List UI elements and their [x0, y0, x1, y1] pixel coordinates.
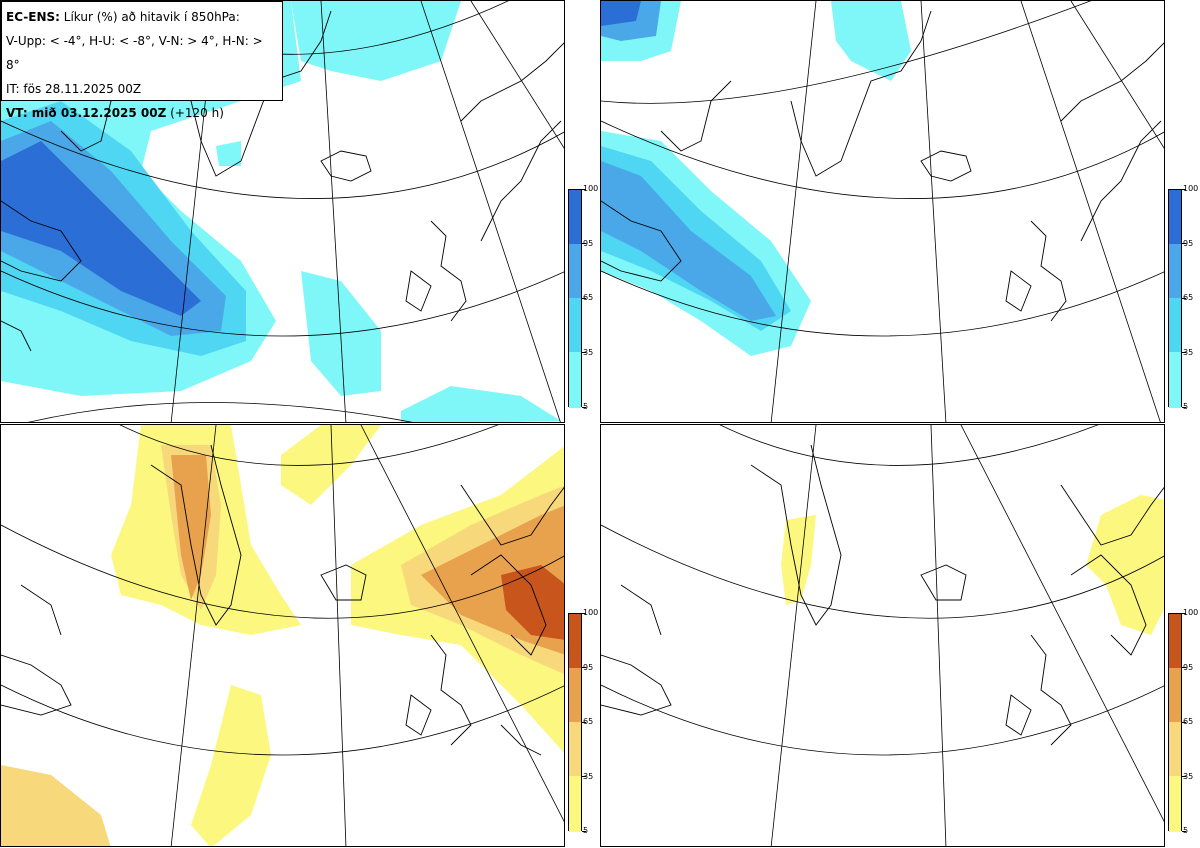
colorbar-tick-label: 5 — [1183, 826, 1189, 835]
info-box: EC-ENS: Líkur (%) að hitavik í 850hPa: V… — [1, 1, 283, 120]
colorbar-band — [1169, 776, 1181, 832]
colorbar-band — [569, 614, 581, 668]
map-canvas-cold-8 — [601, 1, 1164, 422]
colorbar-band — [569, 352, 581, 408]
colorbar-tick-label: 35 — [1183, 347, 1194, 357]
map-panel-cold-8 — [600, 0, 1165, 423]
colorbar-tick-label: 65 — [583, 717, 594, 726]
colorbar-tick-label: 35 — [1183, 771, 1194, 781]
colorbar-tick-mark — [582, 612, 586, 614]
title-text: Líkur (%) að hitavik í 850hPa: — [63, 10, 240, 24]
colorbar-tick-label: 65 — [583, 293, 594, 302]
map-canvas-warm-8 — [601, 425, 1164, 846]
colorbar-tick-label: 100 — [1183, 184, 1199, 193]
legend-line: V-Upp: < -4°, H-U: < -8°, V-N: > 4°, H-N… — [6, 34, 263, 72]
colorbar-band — [1169, 352, 1181, 408]
colorbar-tick-label: 100 — [583, 184, 599, 193]
colorbar-band — [569, 668, 581, 722]
colorbar-tick-label: 95 — [583, 662, 594, 672]
colorbar-tick-mark — [582, 721, 586, 723]
colorbar-tick-label: 35 — [583, 347, 594, 357]
colorbar-band — [569, 722, 581, 776]
colorbar-band — [1169, 722, 1181, 776]
colorbar-tick-label: 95 — [583, 238, 594, 248]
colorbar-tick-label: 5 — [583, 402, 589, 411]
colorbar-cold-top-left — [568, 189, 582, 408]
colorbar-warm-bottom-left — [568, 613, 582, 832]
colorbar-warm-bottom-right — [1168, 613, 1182, 832]
colorbar-band — [1169, 614, 1181, 668]
colorbar-tick-mark — [582, 243, 586, 244]
init-time: IT: fös 28.11.2025 00Z — [6, 82, 142, 96]
colorbar-band — [569, 244, 581, 298]
colorbar-tick-label: 35 — [583, 771, 594, 781]
colorbar-band — [569, 776, 581, 832]
colorbar-tick-mark — [582, 406, 586, 408]
colorbar-tick-label: 100 — [1183, 608, 1199, 617]
map-panel-cold-4: EC-ENS: Líkur (%) að hitavik í 850hPa: V… — [0, 0, 565, 423]
colorbar-tick-label: 5 — [1183, 402, 1189, 411]
colorbar-tick-mark — [1182, 243, 1186, 244]
map-canvas-cold-4 — [1, 1, 564, 422]
colorbar-band — [1169, 668, 1181, 722]
colorbar-tick-label: 95 — [1183, 238, 1194, 248]
map-panel-warm-8 — [600, 424, 1165, 847]
valid-time: VT: mið 03.12.2025 00Z — [6, 106, 167, 120]
colorbar-cold-top-right — [1168, 189, 1182, 408]
colorbar-tick-label: 95 — [1183, 662, 1194, 672]
colorbar-tick-mark — [582, 188, 586, 190]
colorbar-tick-mark — [582, 352, 586, 353]
colorbar-band — [569, 298, 581, 352]
colorbar-tick-label: 5 — [583, 826, 589, 835]
colorbar-tick-label: 65 — [1183, 717, 1194, 726]
colorbar-tick-mark — [1182, 406, 1186, 408]
map-canvas-warm-4 — [1, 425, 564, 846]
colorbar-tick-mark — [1182, 352, 1186, 353]
colorbar-tick-mark — [1182, 830, 1186, 832]
colorbar-tick-mark — [1182, 188, 1186, 190]
colorbar-tick-mark — [582, 830, 586, 832]
colorbar-tick-mark — [1182, 297, 1186, 299]
model-label: EC-ENS: — [6, 10, 60, 24]
colorbar-band — [1169, 190, 1181, 244]
map-panel-warm-4 — [0, 424, 565, 847]
lead-time: (+120 h) — [170, 106, 224, 120]
colorbar-tick-mark — [582, 776, 586, 777]
colorbar-tick-mark — [1182, 776, 1186, 777]
colorbar-tick-label: 65 — [1183, 293, 1194, 302]
colorbar-tick-mark — [582, 297, 586, 299]
colorbar-tick-mark — [1182, 721, 1186, 723]
colorbar-tick-label: 100 — [583, 608, 599, 617]
colorbar-tick-mark — [1182, 667, 1186, 668]
colorbar-tick-mark — [582, 667, 586, 668]
colorbar-band — [1169, 298, 1181, 352]
colorbar-band — [1169, 244, 1181, 298]
colorbar-band — [569, 190, 581, 244]
colorbar-tick-mark — [1182, 612, 1186, 614]
